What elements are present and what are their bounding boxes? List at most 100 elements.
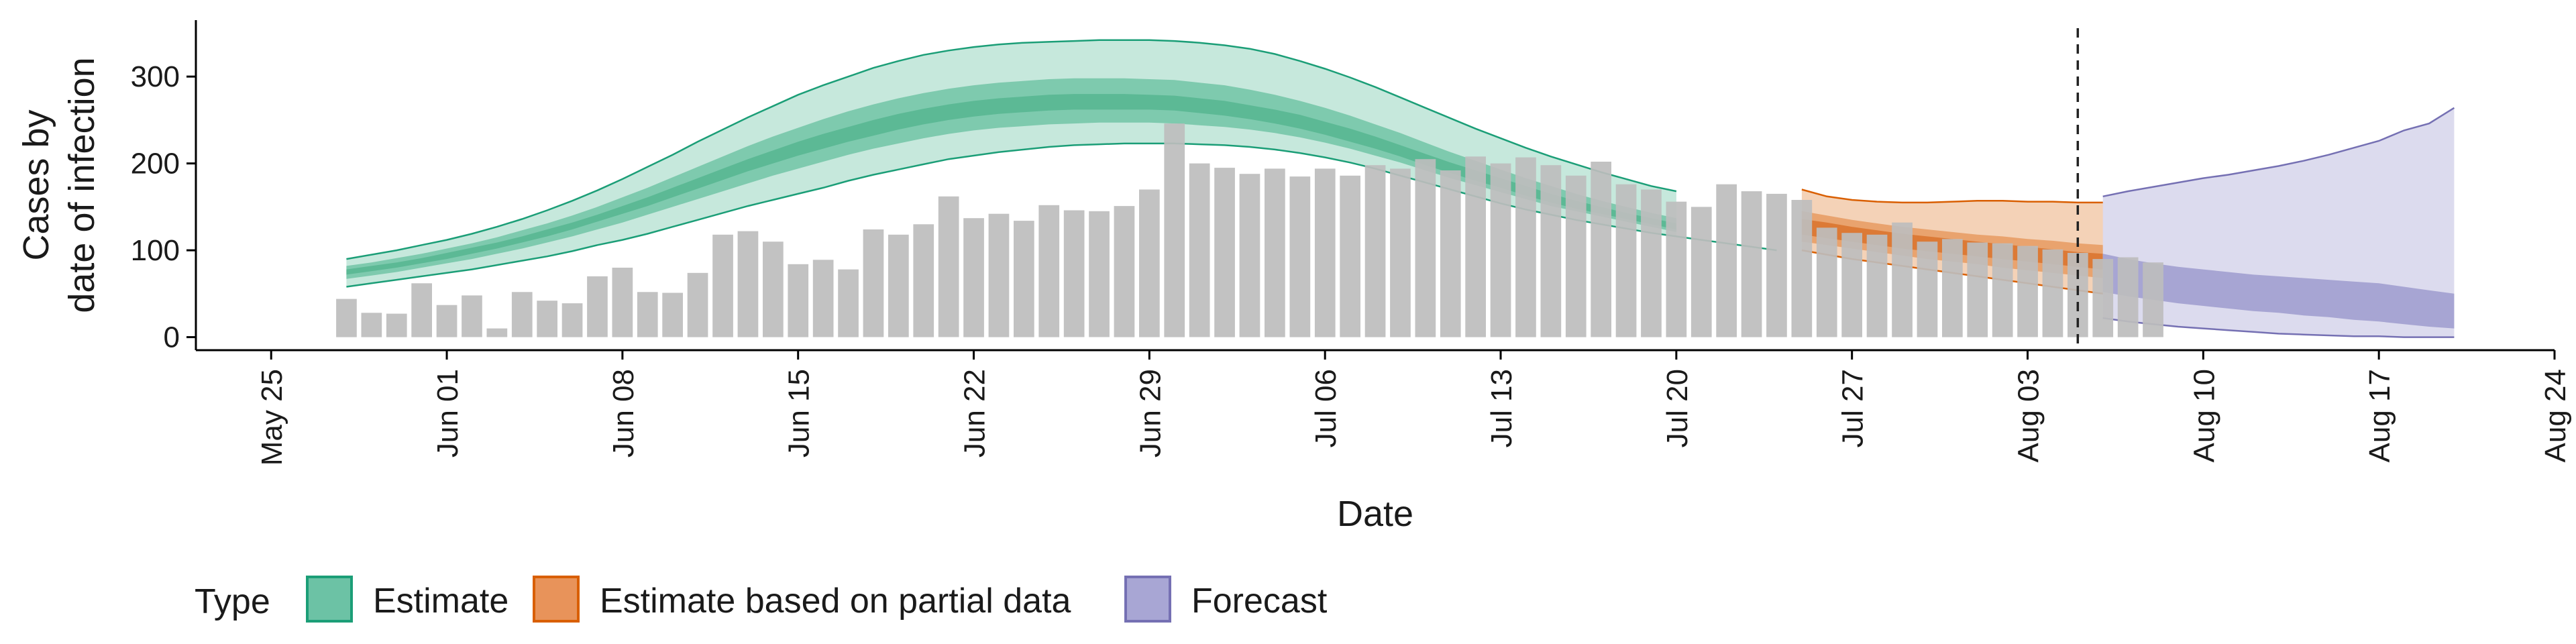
x-tick-label: Jun 01: [431, 369, 464, 458]
y-tick-label: 0: [164, 321, 180, 354]
bar: [1390, 168, 1411, 337]
bar: [411, 283, 432, 337]
bar: [386, 313, 407, 337]
y-tick-label: 200: [131, 148, 180, 180]
x-axis-title: Date: [1337, 494, 1413, 534]
x-tick-label: Jun 29: [1134, 369, 1167, 458]
bars-layer: [336, 123, 2163, 337]
bar: [1741, 191, 1762, 337]
bar: [2017, 246, 2038, 337]
forecast-mid-band: [2102, 254, 2455, 329]
bar: [863, 229, 884, 337]
bar: [1866, 234, 1888, 337]
bar: [963, 218, 984, 337]
x-tick-label: Jul 13: [1485, 369, 1518, 447]
bar: [1515, 157, 1536, 337]
legend: Type Estimate Estimate based on partial d…: [195, 576, 1328, 623]
y-axis-title-line1: Cases by: [16, 109, 56, 260]
legend-key: [1124, 576, 1171, 623]
bar: [1565, 175, 1587, 337]
bar: [1766, 193, 1787, 337]
bar: [1289, 176, 1311, 337]
bar: [938, 196, 959, 337]
x-tick-label: Aug 10: [2188, 369, 2220, 462]
bar: [662, 292, 683, 337]
x-tick-label: Jul 20: [1661, 369, 1694, 447]
y-tick-label: 300: [131, 60, 180, 93]
bar: [1364, 165, 1386, 337]
legend-title: Type: [195, 582, 270, 621]
bar: [1214, 168, 1235, 337]
bar: [637, 292, 658, 337]
bar: [838, 269, 859, 337]
x-tick-label: Aug 17: [2363, 369, 2396, 462]
estimate-lower-edge: [346, 142, 1777, 288]
estimate-outer-band: [346, 40, 1676, 287]
bar: [1942, 239, 1963, 337]
bar: [1164, 123, 1185, 337]
bar: [1114, 206, 1135, 337]
legend-key: [306, 576, 353, 623]
bar: [436, 305, 458, 337]
bar: [561, 303, 583, 337]
series-forecast: [2102, 107, 2455, 338]
bar: [1841, 233, 1862, 337]
bar: [1591, 162, 1611, 337]
bar: [1540, 165, 1562, 337]
bar: [462, 295, 482, 337]
bar: [1340, 175, 1360, 337]
legend-label: Estimate based on partial data: [600, 582, 1071, 621]
bar: [1038, 205, 1060, 337]
bar: [1791, 200, 1813, 337]
bar: [361, 313, 382, 337]
x-tick-label: Jul 27: [1837, 369, 1870, 447]
bar: [2117, 257, 2139, 337]
bar: [712, 234, 733, 337]
x-tick-label: Aug 24: [2539, 369, 2572, 462]
bar: [1641, 189, 1662, 337]
legend-key: [533, 576, 580, 623]
bar: [1014, 221, 1034, 337]
bar: [988, 213, 1010, 337]
bar: [1615, 184, 1637, 337]
bar: [511, 292, 533, 337]
bar: [1089, 211, 1110, 337]
bar: [1992, 243, 2013, 337]
x-tick-label: Jun 15: [783, 369, 816, 458]
bar: [888, 234, 909, 337]
bar: [737, 231, 759, 337]
legend-label: Estimate: [373, 582, 508, 621]
bar: [587, 276, 608, 337]
bar: [1490, 163, 1511, 337]
bar: [1967, 242, 1988, 337]
legend-label: Forecast: [1191, 582, 1328, 621]
bar: [2042, 249, 2063, 337]
bar: [1666, 201, 1687, 337]
bar: [1465, 156, 1486, 337]
bar: [1690, 207, 1712, 337]
bar: [1239, 174, 1260, 337]
bar: [1892, 222, 1913, 337]
bar: [2092, 259, 2114, 337]
bar: [1917, 241, 1938, 337]
bar: [1139, 189, 1160, 337]
x-tick-label: Jun 22: [959, 369, 991, 458]
estimate-inner-band: [346, 94, 1676, 275]
bar: [687, 272, 708, 337]
x-tick-label: Jul 06: [1309, 369, 1342, 447]
axes-layer: Cases by date of infection Date 0 100 200 3…: [16, 20, 2572, 534]
bar: [1716, 184, 1737, 337]
x-tick-label: Jun 08: [607, 369, 640, 458]
bar: [486, 328, 508, 337]
y-axis-title-line2: date of infection: [62, 57, 102, 313]
bar: [913, 224, 934, 337]
bar: [812, 260, 834, 337]
bar: [1265, 168, 1285, 337]
bar: [1063, 210, 1085, 337]
y-tick-label: 100: [131, 234, 180, 267]
bar: [788, 264, 809, 337]
bar: [763, 241, 784, 337]
bar: [1440, 170, 1461, 337]
